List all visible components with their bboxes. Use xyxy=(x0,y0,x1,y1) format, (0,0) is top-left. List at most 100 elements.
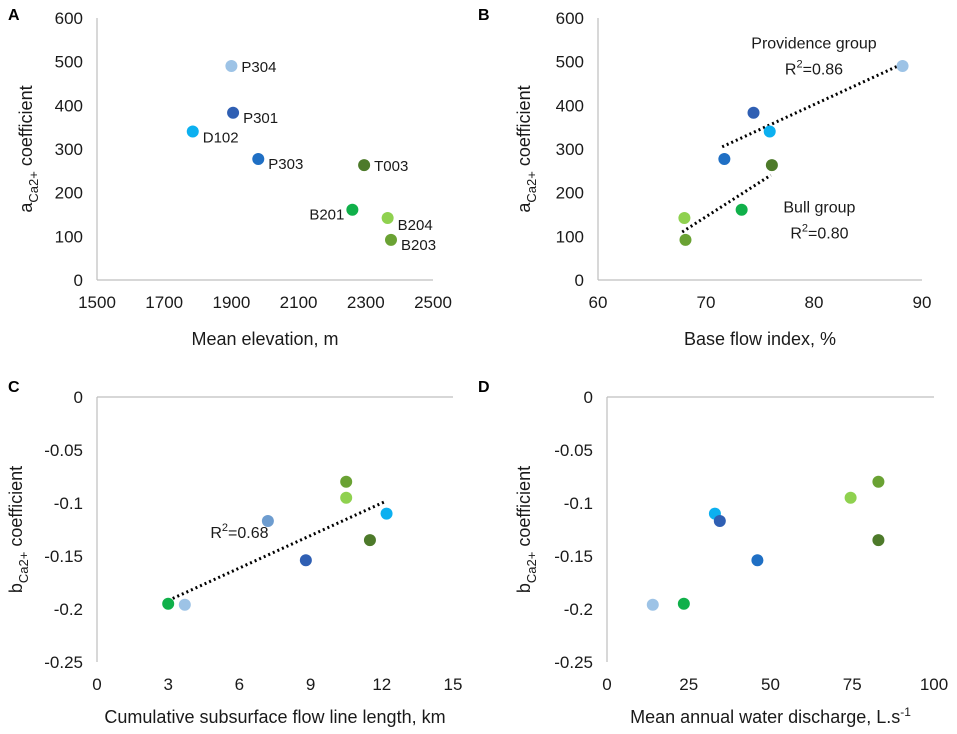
panel-letter-c: C xyxy=(8,379,20,396)
r-squared-label: R2=0.80 xyxy=(790,222,848,242)
data-point xyxy=(735,203,748,216)
data-point xyxy=(385,233,397,246)
r-squared-sup: 2 xyxy=(796,59,802,71)
point-label: B204 xyxy=(398,217,433,234)
x-axis-label: Mean annual water discharge, L.s-1 xyxy=(630,705,911,727)
y-tick-label: -0.2 xyxy=(54,600,83,619)
y-tick-label: -0.1 xyxy=(564,494,593,513)
data-point xyxy=(340,491,353,504)
r-squared-r: R xyxy=(790,225,802,242)
point-label: P304 xyxy=(241,59,276,76)
y-tick-label: -0.2 xyxy=(564,600,593,619)
r-squared-label: R2=0.86 xyxy=(785,59,843,79)
y-tick-label: -0.25 xyxy=(44,653,83,672)
y-tick-label: 300 xyxy=(55,140,83,159)
data-point xyxy=(872,534,885,547)
x-tick-label: 12 xyxy=(372,675,391,694)
data-point xyxy=(844,491,857,504)
plot-panel-c: 0 -0.05 -0.1 -0.15 -0.2 -0.25 0 3 6 9 12 15 Cumulati… xyxy=(6,388,462,727)
y-tick-label: 400 xyxy=(55,96,83,115)
data-point xyxy=(299,554,312,567)
data-point xyxy=(261,515,274,528)
data-point xyxy=(178,598,191,611)
y-tick-label: 0 xyxy=(584,388,593,407)
data-point xyxy=(646,598,659,611)
x-tick-label: 3 xyxy=(163,675,172,694)
r-squared-value: =0.80 xyxy=(808,225,849,242)
y-axis-label-rest: coefficient xyxy=(16,85,36,171)
x-tick-label: 2100 xyxy=(280,293,318,312)
panel-letter-d: D xyxy=(478,379,490,396)
y-axis-label: aCa2+ coefficient xyxy=(514,85,539,212)
data-point xyxy=(358,159,371,172)
group-label: Bull group xyxy=(783,199,855,216)
point-label: P301 xyxy=(243,110,278,127)
x-axis-label: Cumulative subsurface flow line length, … xyxy=(104,707,445,727)
data-point xyxy=(747,106,760,119)
x-tick-label: 70 xyxy=(697,293,716,312)
data-point xyxy=(713,515,726,528)
x-tick-label: 1700 xyxy=(145,293,183,312)
y-tick-label: 0 xyxy=(575,271,584,290)
x-tick-label: 60 xyxy=(589,293,608,312)
r-squared-label: R2=0.68 xyxy=(210,522,268,542)
x-axis-label-sup: -1 xyxy=(900,705,911,719)
trendline xyxy=(721,62,904,149)
x-tick-label: 25 xyxy=(679,675,698,694)
trendline xyxy=(167,499,388,602)
data-point xyxy=(679,233,692,246)
x-tick-label: 9 xyxy=(306,675,315,694)
y-axis-label-sub: Ca2+ xyxy=(524,171,539,202)
y-tick-label: -0.15 xyxy=(554,547,593,566)
r-squared-r: R xyxy=(785,62,797,79)
trendline xyxy=(681,173,772,234)
y-tick-label: 300 xyxy=(556,140,584,159)
y-axis-label-sub: Ca2+ xyxy=(26,171,41,202)
data-point xyxy=(162,597,175,610)
y-tick-label: 200 xyxy=(556,184,584,203)
x-tick-label: 75 xyxy=(843,675,862,694)
y-tick-label: 200 xyxy=(55,184,83,203)
plot-panel-d: 0 -0.05 -0.1 -0.15 -0.2 -0.25 0 25 50 75 100 Mean a… xyxy=(514,388,948,727)
x-tick-label: 100 xyxy=(920,675,948,694)
y-tick-label: -0.15 xyxy=(44,547,83,566)
y-axis-label-rest: coefficient xyxy=(514,466,534,552)
r-squared-sup: 2 xyxy=(222,522,228,534)
panel-letter-b: B xyxy=(478,7,490,24)
data-point xyxy=(363,534,376,547)
y-tick-label: 400 xyxy=(556,96,584,115)
r-squared-sup: 2 xyxy=(802,222,808,234)
y-axis-label: aCa2+ coefficient xyxy=(16,85,41,212)
data-point xyxy=(677,597,690,610)
data-point xyxy=(252,153,265,166)
point-label: T003 xyxy=(374,158,408,175)
data-point xyxy=(678,211,691,224)
data-point xyxy=(718,153,731,166)
point-label: B203 xyxy=(401,237,436,254)
plot-panel-a: 0 100 200 300 400 500 600 1500 1700 1900 2100 2300 2… xyxy=(16,9,452,349)
y-axis-label-rest: coefficient xyxy=(514,85,534,171)
x-tick-label: 50 xyxy=(761,675,780,694)
y-tick-label: -0.05 xyxy=(554,441,593,460)
x-tick-label: 2500 xyxy=(414,293,452,312)
y-tick-label: 0 xyxy=(74,271,83,290)
x-axis-label: Mean elevation, m xyxy=(191,329,338,349)
x-tick-label: 0 xyxy=(602,675,611,694)
y-axis-label-main: a xyxy=(514,202,534,213)
y-tick-label: 100 xyxy=(556,227,584,246)
x-tick-label: 15 xyxy=(444,675,463,694)
y-axis-label-rest: coefficient xyxy=(6,466,26,552)
y-tick-label: 0 xyxy=(74,388,83,407)
x-tick-label: 1900 xyxy=(212,293,250,312)
y-tick-label: 500 xyxy=(556,53,584,72)
x-tick-label: 80 xyxy=(805,293,824,312)
data-point xyxy=(381,211,394,224)
y-tick-label: 100 xyxy=(55,227,83,246)
data-point xyxy=(227,106,240,119)
y-tick-label: 500 xyxy=(55,53,83,72)
x-tick-label: 2300 xyxy=(347,293,385,312)
x-tick-label: 1500 xyxy=(78,293,116,312)
y-axis-label-sub: Ca2+ xyxy=(16,552,31,583)
